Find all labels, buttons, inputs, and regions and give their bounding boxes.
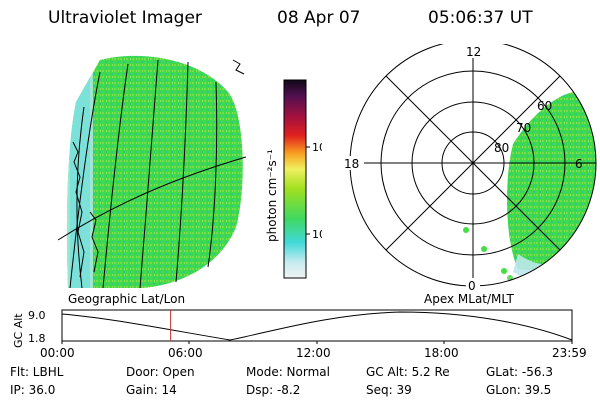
altitude-curve [61, 311, 573, 341]
glon-info: GLon: 39.5 [486, 383, 552, 397]
xtick-0000: 00:00 [40, 346, 75, 360]
mlat-label-80: 80 [494, 141, 509, 155]
mlt-label-18: 18 [344, 157, 359, 171]
filter-info: Flt: LBHL [10, 365, 64, 379]
altitude-plot-frame [61, 309, 573, 342]
color-scale-bar: 100 10 photon cm⁻²s⁻¹ [265, 79, 322, 279]
mlt-label-0: 0 [468, 279, 476, 293]
observation-time: 05:06:37 UT [428, 8, 533, 28]
dsp-info: Dsp: -8.2 [246, 383, 301, 397]
xtick-1800: 18:00 [424, 346, 459, 360]
altitude-ylabel: GC Alt [12, 313, 25, 348]
altitude-plot: GC Alt 9.0 1.8 00:00 06:00 12:00 18:00 2… [12, 309, 587, 360]
xtick-0600: 06:00 [168, 346, 203, 360]
uv-emission-map [66, 55, 243, 289]
geographic-image-panel [57, 55, 247, 289]
lat-lon-grid [57, 59, 247, 289]
mlat-label-70: 70 [516, 121, 531, 135]
observation-date: 08 Apr 07 [277, 8, 361, 28]
mlt-label-12: 12 [466, 45, 481, 59]
altitude-ytick-9: 9.0 [28, 309, 46, 322]
coastline [72, 59, 245, 278]
mode-info: Mode: Normal [246, 365, 330, 379]
altitude-ytick-1-8: 1.8 [28, 332, 46, 345]
instrument-title: Ultraviolet Imager [48, 8, 202, 28]
colorbar-tick-100: 100 [312, 141, 322, 154]
gc-alt-info: GC Alt: 5.2 Re [366, 365, 450, 379]
xtick-1200: 12:00 [296, 346, 331, 360]
left-panel-caption: Geographic Lat/Lon [68, 292, 186, 306]
mlt-label-6: 6 [575, 157, 583, 171]
gain-info: Gain: 14 [126, 383, 177, 397]
right-panel-caption: Apex MLat/MLT [424, 292, 514, 306]
xtick-2359: 23:59 [552, 346, 587, 360]
seq-info: Seq: 39 [366, 383, 412, 397]
mlat-label-60: 60 [537, 99, 552, 113]
door-info: Door: Open [126, 365, 195, 379]
polar-mlat-mlt-panel: 12 18 6 0 60 70 80 [342, 44, 597, 293]
glat-info: GLat: -56.3 [486, 365, 553, 379]
ip-info: IP: 36.0 [10, 383, 56, 397]
colorbar-label: photon cm⁻²s⁻¹ [265, 149, 279, 242]
polar-uv-emission [463, 91, 596, 281]
colorbar-tick-10: 10 [312, 228, 322, 241]
